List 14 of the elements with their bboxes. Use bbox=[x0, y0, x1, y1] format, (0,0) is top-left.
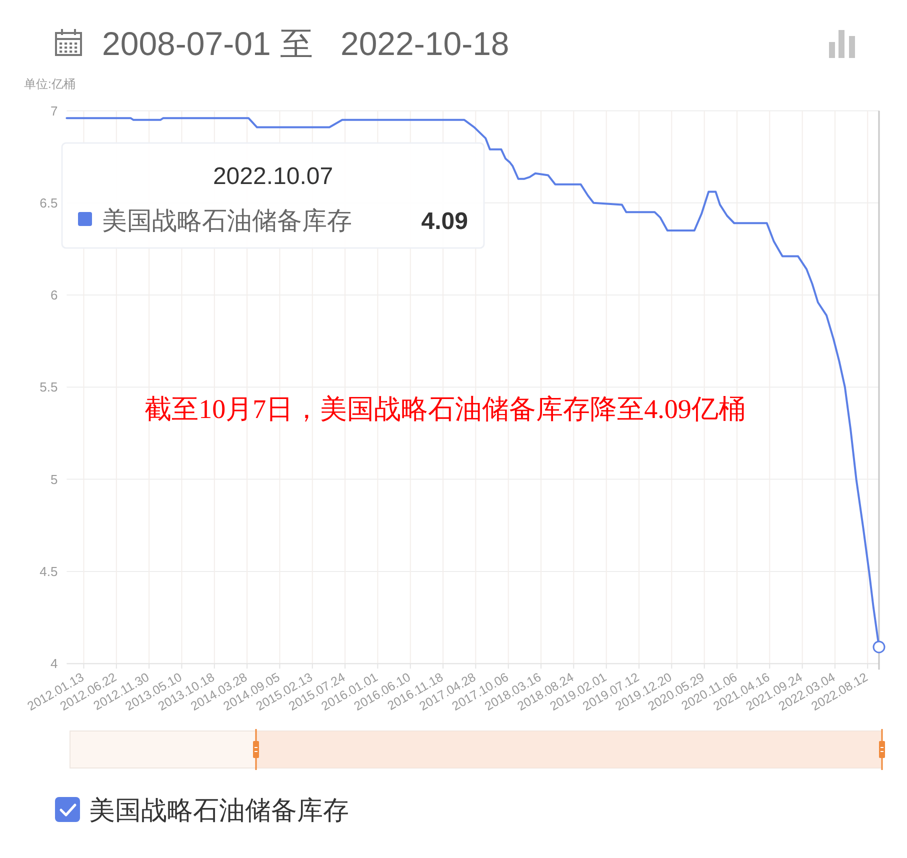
annotation: 2022.10.07 bbox=[212, 163, 334, 190]
y-tick-label: 4.5 bbox=[40, 564, 58, 579]
legend-label: 美国战略石油储备库存 bbox=[89, 795, 349, 825]
annotation: 美国战略石油储备库存 bbox=[102, 207, 352, 235]
annotation: 截至10月7日，美国战略石油储备库存降至4.09亿桶 bbox=[144, 394, 746, 424]
y-tick-label: 5.5 bbox=[40, 380, 58, 395]
y-axis-title: 单位:亿桶 bbox=[24, 77, 76, 91]
chart-title: 2008-07-01 至 2022-10-18 bbox=[102, 25, 510, 62]
y-tick-label: 5 bbox=[50, 472, 58, 487]
y-tick-label: 4 bbox=[50, 656, 58, 672]
annotation: 4.09 bbox=[421, 208, 468, 235]
y-tick-label: 6 bbox=[50, 288, 58, 303]
y-tick-label: 6.5 bbox=[40, 195, 58, 210]
y-tick-label: 7 bbox=[50, 103, 58, 118]
